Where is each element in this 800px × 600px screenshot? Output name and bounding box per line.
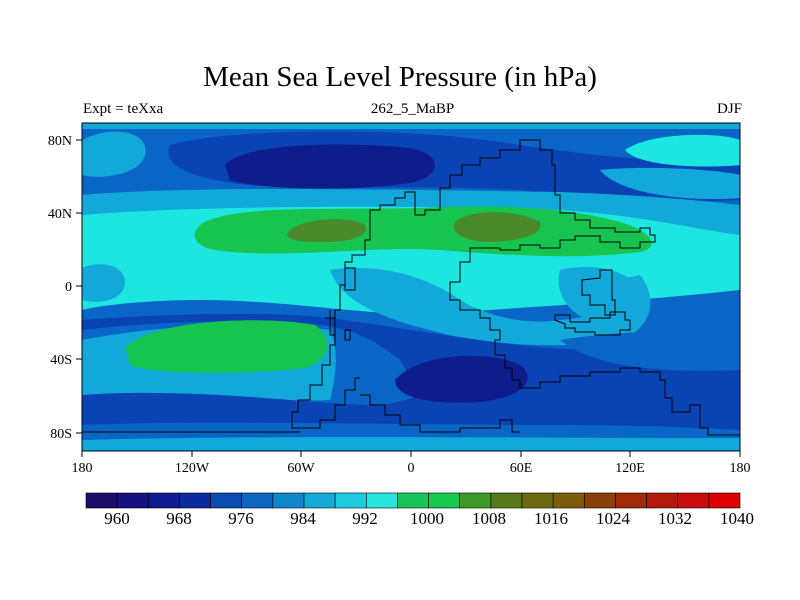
- x-tick-label: 60W: [287, 461, 315, 476]
- field-green-high: [194, 206, 652, 257]
- colorbar-label: 1032: [658, 509, 692, 528]
- y-tick-label: 40N: [48, 207, 72, 222]
- outline-indochina: [581, 269, 616, 316]
- field-olive-high-1: [287, 219, 367, 243]
- colorbar-label: 1040: [720, 509, 754, 528]
- experiment-label: Expt = teXxa: [83, 101, 164, 117]
- field-ne-light: [600, 167, 740, 200]
- outline-south-america: [291, 317, 360, 429]
- colorbar-swatch: [303, 492, 336, 509]
- season-label: DJF: [716, 101, 742, 117]
- outline-south-island: [344, 329, 351, 341]
- field-ne-cyan: [625, 134, 740, 167]
- colorbar-swatch: [397, 492, 429, 509]
- colorbar-swatch: [428, 492, 461, 509]
- colorbar: [85, 492, 741, 509]
- x-tick-label: 120W: [175, 461, 210, 476]
- colorbar-label: 1016: [534, 509, 568, 528]
- colorbar-swatch: [85, 492, 118, 509]
- colorbar-swatch: [179, 492, 211, 509]
- outline-antarctica-edge: [360, 394, 520, 433]
- colorbar-swatch: [334, 492, 367, 509]
- colorbar-swatch: [521, 492, 554, 509]
- outline-australia-north: [554, 311, 631, 336]
- outline-small-island: [344, 267, 356, 291]
- x-tick-label: 120E: [615, 461, 645, 476]
- colorbar-label: 1000: [410, 509, 444, 528]
- colorbar-swatch: [583, 492, 616, 509]
- y-tick-label: 80N: [48, 134, 72, 149]
- continent-outlines: [82, 139, 740, 436]
- y-tick-label: 40S: [50, 353, 72, 368]
- colorbar-label: 992: [352, 509, 378, 528]
- field-se-mid: [560, 330, 740, 371]
- x-tick-label: 60E: [510, 461, 533, 476]
- x-tick-label: 180: [72, 461, 93, 476]
- colorbar-swatch: [116, 492, 149, 509]
- colorbar-swatch: [241, 492, 274, 509]
- colorbar-labels: 960 968 976 984 992 1000 1008 1016 1024 …: [104, 509, 754, 528]
- colorbar-label: 960: [104, 509, 130, 528]
- colorbar-label: 976: [228, 509, 254, 528]
- pressure-field: [82, 123, 740, 451]
- colorbar-swatch: [646, 492, 679, 509]
- colorbar-swatch: [365, 492, 398, 509]
- field-south-green-high: [125, 320, 328, 373]
- colorbar-swatch: [147, 492, 180, 509]
- x-tick-label: 180: [730, 461, 751, 476]
- axis-ticks: [76, 139, 741, 457]
- colorbar-label: 1008: [472, 509, 506, 528]
- colorbar-label: 1024: [596, 509, 631, 528]
- field-tropic-light: [330, 267, 651, 346]
- colorbar-swatch: [677, 492, 710, 509]
- y-tick-label: 0: [65, 280, 72, 295]
- colorbar-label: 968: [166, 509, 192, 528]
- chart-title: Mean Sea Level Pressure (in hPa): [203, 61, 597, 93]
- field-south-deep-low: [395, 355, 528, 403]
- colorbar-label: 984: [290, 509, 316, 528]
- colorbar-swatch: [615, 492, 647, 509]
- x-tick-label: 0: [408, 461, 415, 476]
- outline-africa-eurasia: [329, 139, 740, 436]
- field-north-deep-low: [225, 144, 435, 189]
- colorbar-swatch: [210, 492, 243, 509]
- colorbar-swatch: [552, 492, 585, 509]
- field-olive-high-2: [453, 212, 541, 242]
- colorbar-swatch: [708, 492, 741, 509]
- colorbar-swatch: [490, 492, 523, 509]
- field-antarctic-light: [82, 437, 740, 451]
- colorbar-swatch: [272, 492, 305, 509]
- colorbar-swatch: [459, 492, 492, 509]
- field-asia-light: [558, 266, 640, 320]
- period-label: 262_5_MaBP: [370, 101, 455, 117]
- field-west-tropic: [82, 264, 125, 302]
- field-polar-band: [82, 123, 740, 129]
- field-nw-patch: [82, 131, 146, 177]
- y-tick-label: 80S: [50, 427, 72, 442]
